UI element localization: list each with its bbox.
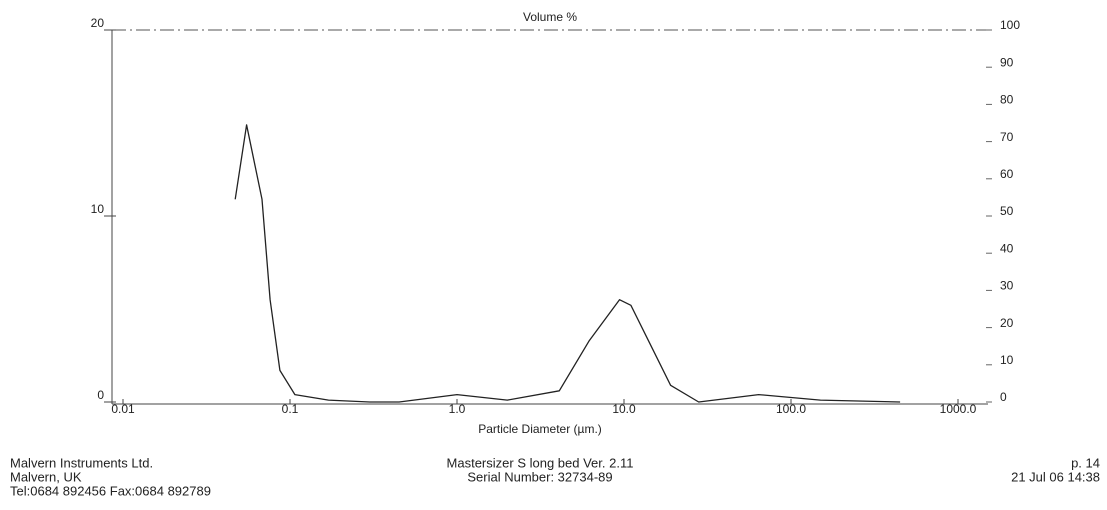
data-line [234, 124, 901, 403]
footer-left: Tel:0684 892456 Fax:0684 892789 [10, 483, 211, 498]
y2-tick-label: 70 [1000, 130, 1014, 144]
y2-tick-label: 10 [1000, 353, 1014, 367]
y-tick-label: 10 [91, 202, 105, 216]
y2-tick-label: 80 [1000, 93, 1014, 107]
x-tick-label: 1.0 [449, 402, 466, 416]
x-tick-label: 0.1 [282, 402, 299, 416]
footer-center: Mastersizer S long bed Ver. 2.11 [447, 455, 634, 470]
footer-right: p. 14 [1071, 455, 1100, 470]
footer-left: Malvern Instruments Ltd. [10, 455, 153, 470]
footer-left: Malvern, UK [10, 469, 82, 484]
y2-tick-label: 20 [1000, 316, 1014, 330]
x-axis-label: Particle Diameter (µm.) [478, 422, 602, 436]
y-tick-label: 0 [97, 388, 104, 402]
y2-tick-label: 30 [1000, 279, 1014, 293]
y2-tick-label: 50 [1000, 204, 1014, 218]
y2-tick-label: 60 [1000, 167, 1014, 181]
x-tick-label: 1000.0 [940, 402, 977, 416]
y2-tick-label: 100 [1000, 18, 1020, 32]
x-tick-label: 0.01 [111, 402, 135, 416]
x-tick-label: 10.0 [612, 402, 636, 416]
x-tick-label: 100.0 [776, 402, 806, 416]
y2-tick-label: 0 [1000, 390, 1007, 404]
chart-title: Volume % [523, 10, 577, 24]
y2-tick-label: 90 [1000, 55, 1014, 69]
footer-right: 21 Jul 06 14:38 [1011, 469, 1100, 484]
footer-center: Serial Number: 32734-89 [467, 469, 612, 484]
y-tick-label: 20 [91, 16, 105, 30]
y2-tick-label: 40 [1000, 241, 1014, 255]
